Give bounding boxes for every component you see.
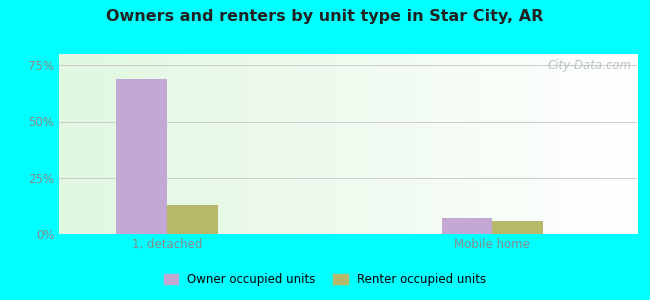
Text: City-Data.com: City-Data.com xyxy=(547,59,631,72)
Bar xyxy=(493,220,543,234)
Text: Owners and renters by unit type in Star City, AR: Owners and renters by unit type in Star … xyxy=(107,9,543,24)
Bar xyxy=(116,79,167,234)
Legend: Owner occupied units, Renter occupied units: Owner occupied units, Renter occupied un… xyxy=(159,269,491,291)
Bar xyxy=(167,205,218,234)
Bar xyxy=(442,218,493,234)
